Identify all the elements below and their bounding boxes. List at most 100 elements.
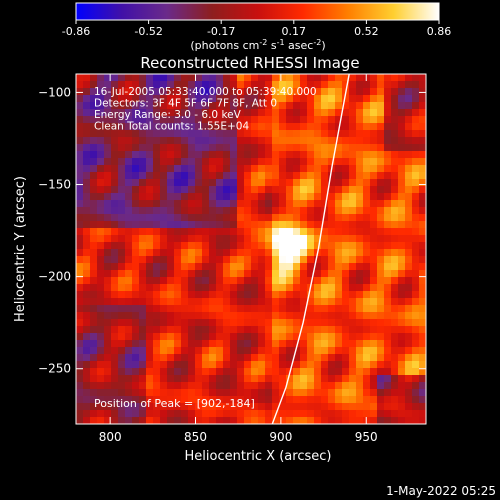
heatmap-cell: [244, 284, 252, 292]
heatmap-cell: [265, 207, 273, 215]
heatmap-cell: [188, 312, 196, 320]
heatmap-cell: [125, 389, 133, 397]
heatmap-cell: [300, 172, 308, 180]
heatmap-cell: [174, 354, 182, 362]
heatmap-cell: [363, 137, 371, 145]
heatmap-cell: [391, 207, 399, 215]
heatmap-cell: [314, 158, 322, 166]
heatmap-cell: [286, 235, 294, 243]
heatmap-cell: [125, 263, 133, 271]
heatmap-cell: [314, 256, 322, 264]
heatmap-cell: [349, 207, 357, 215]
heatmap-cell: [160, 263, 168, 271]
heatmap-cell: [223, 242, 231, 250]
heatmap-cell: [125, 214, 133, 222]
heatmap-cell: [356, 305, 364, 313]
heatmap-cell: [174, 165, 182, 173]
heatmap-cell: [146, 361, 154, 369]
heatmap-cell: [111, 340, 119, 348]
heatmap-cell: [76, 228, 84, 236]
heatmap-cell: [335, 221, 343, 229]
heatmap-cell: [328, 207, 336, 215]
heatmap-cell: [328, 389, 336, 397]
heatmap-cell: [286, 137, 294, 145]
heatmap-cell: [300, 354, 308, 362]
heatmap-cell: [237, 403, 245, 411]
heatmap-cell: [307, 312, 315, 320]
heatmap-cell: [132, 263, 140, 271]
heatmap-cell: [419, 312, 426, 320]
heatmap-cell: [146, 235, 154, 243]
heatmap-cell: [139, 354, 147, 362]
heatmap-cell: [265, 270, 273, 278]
heatmap-cell: [412, 249, 420, 257]
heatmap-cell: [188, 270, 196, 278]
heatmap-cell: [153, 368, 161, 376]
heatmap-cell: [398, 305, 406, 313]
heatmap-cell: [139, 333, 147, 341]
heatmap-cell: [111, 221, 119, 229]
heatmap-cell: [216, 130, 224, 138]
heatmap-cell: [216, 263, 224, 271]
heatmap-cell: [202, 179, 210, 187]
heatmap-cell: [419, 228, 426, 236]
heatmap-cell: [356, 284, 364, 292]
heatmap-cell: [356, 368, 364, 376]
heatmap-cell: [370, 305, 378, 313]
heatmap-cell: [349, 88, 357, 96]
heatmap-cell: [76, 256, 84, 264]
heatmap-cell: [251, 298, 259, 306]
heatmap-cell: [160, 319, 168, 327]
heatmap-cell: [335, 347, 343, 355]
heatmap-cell: [132, 151, 140, 159]
heatmap-cell: [160, 354, 168, 362]
heatmap-cell: [335, 102, 343, 110]
heatmap-cell: [405, 137, 413, 145]
heatmap-cell: [272, 172, 280, 180]
heatmap-cell: [370, 382, 378, 390]
heatmap-cell: [342, 137, 350, 145]
heatmap-cell: [300, 109, 308, 117]
heatmap-cell: [307, 368, 315, 376]
heatmap-cell: [111, 361, 119, 369]
heatmap-cell: [314, 144, 322, 152]
heatmap-cell: [265, 109, 273, 117]
heatmap-cell: [251, 396, 259, 404]
heatmap-cell: [356, 186, 364, 194]
heatmap-cell: [132, 340, 140, 348]
heatmap-cell: [181, 214, 189, 222]
heatmap-cell: [125, 361, 133, 369]
footer-timestamp: 1-May-2022 05:25: [386, 484, 496, 498]
heatmap-cell: [83, 249, 91, 257]
heatmap-cell: [118, 235, 126, 243]
heatmap-cell: [146, 270, 154, 278]
heatmap-cell: [307, 298, 315, 306]
heatmap-cell: [230, 256, 238, 264]
heatmap-cell: [167, 193, 175, 201]
heatmap-cell: [76, 221, 84, 229]
heatmap-cell: [265, 130, 273, 138]
heatmap-cell: [111, 172, 119, 180]
heatmap-cell: [279, 95, 287, 103]
heatmap-cell: [90, 116, 98, 124]
heatmap-cell: [265, 116, 273, 124]
heatmap-cell: [279, 326, 287, 334]
heatmap-cell: [300, 361, 308, 369]
heatmap-cell: [195, 193, 203, 201]
heatmap-cell: [244, 200, 252, 208]
heatmap-cell: [160, 214, 168, 222]
heatmap-cell: [118, 102, 126, 110]
heatmap-cell: [153, 214, 161, 222]
heatmap-cell: [356, 214, 364, 222]
heatmap-cell: [391, 186, 399, 194]
heatmap-cell: [244, 207, 252, 215]
heatmap-cell: [118, 81, 126, 89]
heatmap-cell: [384, 74, 392, 82]
heatmap-cell: [321, 214, 329, 222]
heatmap-cell: [188, 284, 196, 292]
heatmap-cell: [265, 200, 273, 208]
heatmap-cell: [237, 396, 245, 404]
heatmap-cell: [328, 221, 336, 229]
colorbar-tick-label: -0.17: [207, 25, 235, 38]
heatmap-cell: [328, 312, 336, 320]
